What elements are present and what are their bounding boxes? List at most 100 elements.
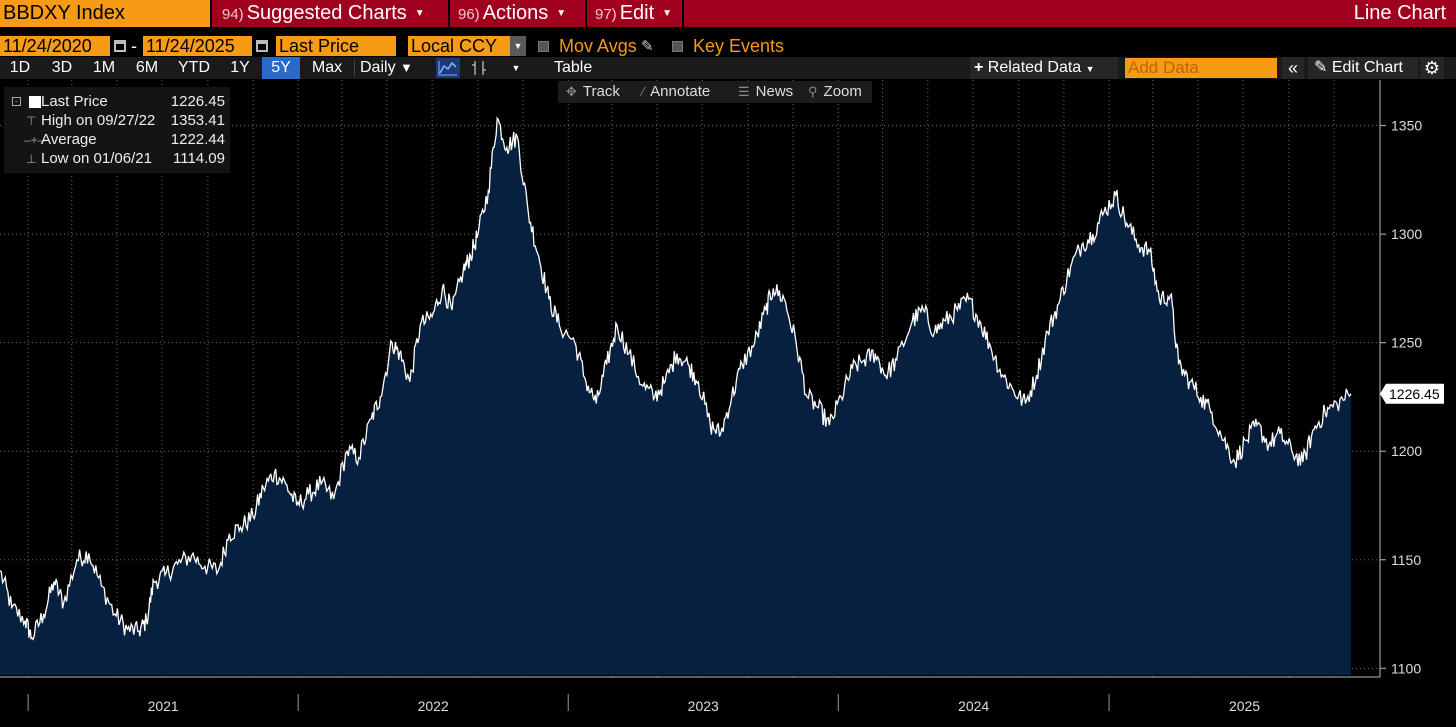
x-tick-label: 2023 <box>688 698 719 714</box>
x-axis: 2021 2022 2023 2024 2025 <box>0 676 1380 714</box>
collapse-icon[interactable]: - <box>12 97 21 106</box>
x-tick-label: 2024 <box>958 698 989 714</box>
frequency-dropdown[interactable]: Daily ▼ <box>356 57 428 79</box>
key-events-checkbox[interactable] <box>672 41 683 52</box>
caret-down-icon: ▼ <box>556 8 567 19</box>
high-marker-icon: ⊤ <box>26 114 37 128</box>
menu-divider <box>682 0 684 27</box>
end-date-field[interactable]: 11/24/2025 <box>143 36 252 56</box>
mov-avgs-checkbox[interactable] <box>538 41 549 52</box>
news-label: News <box>755 83 794 100</box>
edit-menu[interactable]: 97) Edit ▼ <box>587 0 682 27</box>
legend-label: Last Price <box>41 93 108 110</box>
chart-toolbar: ✥ Track ∕ Annotate ☰ News ⚲ Zoom <box>558 81 872 103</box>
pencil-icon[interactable]: ✎ <box>641 38 654 55</box>
suggested-charts-menu[interactable]: 94) Suggested Charts ▼ <box>214 0 448 27</box>
news-icon: ☰ <box>738 84 750 99</box>
y-tick-label: 1200 <box>1391 443 1422 459</box>
low-marker-icon: ⊥ <box>26 152 37 166</box>
period-max-button[interactable]: Max <box>311 59 343 76</box>
y-axis: 1100 1150 1200 1250 1300 1350 <box>1379 80 1422 677</box>
magnifier-icon: ⚲ <box>808 84 818 99</box>
calendar-icon[interactable] <box>256 40 268 52</box>
divider <box>354 59 355 77</box>
actions-menu[interactable]: 96) Actions ▼ <box>450 0 585 27</box>
add-data-input[interactable]: Add Data <box>1125 58 1277 78</box>
legend-high: ⊤ High on 09/27/22 1353.41 <box>4 112 230 130</box>
news-button[interactable]: ☰ News <box>738 81 793 103</box>
x-tick-label: 2025 <box>1229 698 1260 714</box>
zoom-button[interactable]: ⚲ Zoom <box>808 81 862 103</box>
y-tick-label: 1100 <box>1391 660 1421 676</box>
chevron-down-icon[interactable]: ▼ <box>510 36 526 56</box>
track-button[interactable]: ✥ Track <box>566 81 620 103</box>
period-1m-button[interactable]: 1M <box>92 59 116 76</box>
menu-number: 94) <box>222 6 244 23</box>
related-data-button[interactable]: + Related Data ▼ <box>970 57 1118 79</box>
legend-average: –+– Average 1222.44 <box>4 131 230 149</box>
period-ytd-button[interactable]: YTD <box>178 59 210 76</box>
legend-value: 1222.44 <box>170 131 225 148</box>
legend-last-price[interactable]: - Last Price 1226.45 <box>4 93 230 111</box>
ticker-field[interactable]: BBDXY Index <box>0 0 210 27</box>
last-price-marker: 1226.45 <box>1380 383 1444 404</box>
caret-down-icon: ▼ <box>400 60 413 75</box>
legend-label: Low on 01/06/21 <box>41 150 152 167</box>
average-marker-icon: –+– <box>24 133 45 147</box>
caret-down-icon: ▼ <box>414 8 425 19</box>
caret-down-icon: ▼ <box>662 8 673 19</box>
field-selector[interactable]: Last Price <box>276 36 396 56</box>
candlestick-icon[interactable] <box>466 57 492 79</box>
price-area <box>0 118 1351 675</box>
chart-type-dropdown-icon[interactable]: ▼ <box>511 63 521 73</box>
title-bar: BBDXY Index 94) Suggested Charts ▼ 96) Acti… <box>0 0 1456 27</box>
period-3d-button[interactable]: 3D <box>51 59 73 76</box>
menu-label: Suggested Charts <box>246 2 407 24</box>
key-events-label: Key Events <box>693 36 785 56</box>
y-tick-label: 1150 <box>1391 552 1421 568</box>
y-tick-label: 1350 <box>1391 118 1422 134</box>
calendar-icon[interactable] <box>114 40 126 52</box>
mov-avgs-label: Mov Avgs <box>559 36 637 56</box>
pencil-icon: ✎ <box>1314 59 1328 76</box>
legend-panel: - Last Price 1226.45 ⊤ High on 09/27/22 … <box>4 87 230 173</box>
legend-value: 1114.09 <box>173 150 225 167</box>
view-title: Line Chart <box>1353 2 1446 24</box>
x-tick-label: 2021 <box>148 698 179 714</box>
annotate-label: Annotate <box>650 83 711 100</box>
menu-label: Actions <box>482 2 549 24</box>
line-chart-icon[interactable] <box>436 58 460 78</box>
menu-divider <box>448 0 450 27</box>
caret-down-icon: ▼ <box>1085 64 1095 74</box>
period-1d-button[interactable]: 1D <box>9 59 31 76</box>
zoom-label: Zoom <box>823 83 862 100</box>
period-5y-button[interactable]: 5Y <box>262 57 300 79</box>
menu-divider <box>585 0 587 27</box>
legend-label: Average <box>41 131 97 148</box>
menu-number: 97) <box>595 6 617 23</box>
currency-selector[interactable]: Local CCY <box>408 36 510 56</box>
legend-value: 1226.45 <box>170 93 225 110</box>
legend-low: ⊥ Low on 01/06/21 1114.09 <box>4 150 230 168</box>
related-data-label: Related Data <box>987 59 1082 76</box>
last-price-value: 1226.45 <box>1389 386 1440 402</box>
menu-label: Edit <box>619 2 655 24</box>
gear-icon[interactable]: ⚙ <box>1420 57 1444 79</box>
y-tick-label: 1250 <box>1391 335 1422 351</box>
legend-value: 1353.41 <box>170 112 225 129</box>
table-button[interactable]: Table <box>554 59 593 76</box>
track-label: Track <box>582 83 620 100</box>
last-price-badge <box>1380 383 1444 404</box>
start-date-field[interactable]: 11/24/2020 <box>0 36 110 56</box>
plus-icon: + <box>974 59 984 76</box>
price-line <box>0 116 1352 641</box>
x-tick-label: 2022 <box>418 698 449 714</box>
edit-chart-label: Edit Chart <box>1331 59 1403 76</box>
frequency-label: Daily <box>360 59 396 76</box>
period-1y-button[interactable]: 1Y <box>230 59 250 76</box>
annotate-button[interactable]: ∕ Annotate <box>642 81 710 103</box>
edit-chart-button[interactable]: ✎ Edit Chart <box>1308 57 1418 79</box>
double-chevron-left-icon[interactable]: « <box>1282 57 1304 79</box>
period-6m-button[interactable]: 6M <box>135 59 159 76</box>
